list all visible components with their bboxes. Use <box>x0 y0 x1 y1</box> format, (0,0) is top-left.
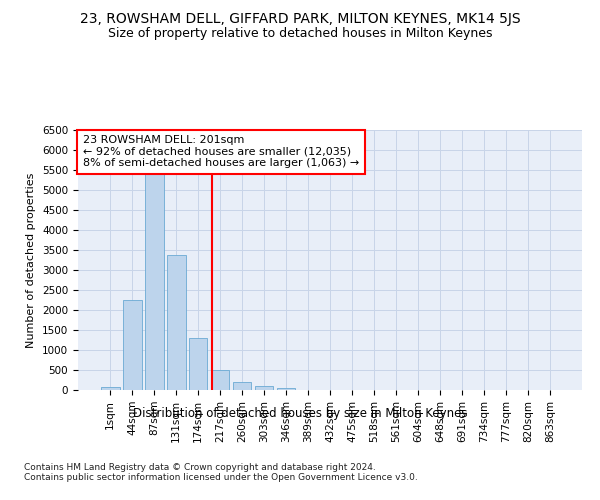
Text: 23 ROWSHAM DELL: 201sqm
← 92% of detached houses are smaller (12,035)
8% of semi: 23 ROWSHAM DELL: 201sqm ← 92% of detache… <box>83 135 359 168</box>
Bar <box>189 338 208 390</box>
Bar <box>167 255 185 390</box>
Text: Contains HM Land Registry data © Crown copyright and database right 2024.
Contai: Contains HM Land Registry data © Crown c… <box>24 462 418 482</box>
Bar <box>233 382 251 390</box>
Bar <box>123 300 142 390</box>
Y-axis label: Number of detached properties: Number of detached properties <box>26 172 37 348</box>
Bar <box>101 387 119 390</box>
Bar <box>277 388 295 390</box>
Bar <box>145 174 164 390</box>
Text: Distribution of detached houses by size in Milton Keynes: Distribution of detached houses by size … <box>133 408 467 420</box>
Bar <box>255 386 274 390</box>
Bar <box>211 370 229 390</box>
Text: Size of property relative to detached houses in Milton Keynes: Size of property relative to detached ho… <box>108 28 492 40</box>
Text: 23, ROWSHAM DELL, GIFFARD PARK, MILTON KEYNES, MK14 5JS: 23, ROWSHAM DELL, GIFFARD PARK, MILTON K… <box>80 12 520 26</box>
